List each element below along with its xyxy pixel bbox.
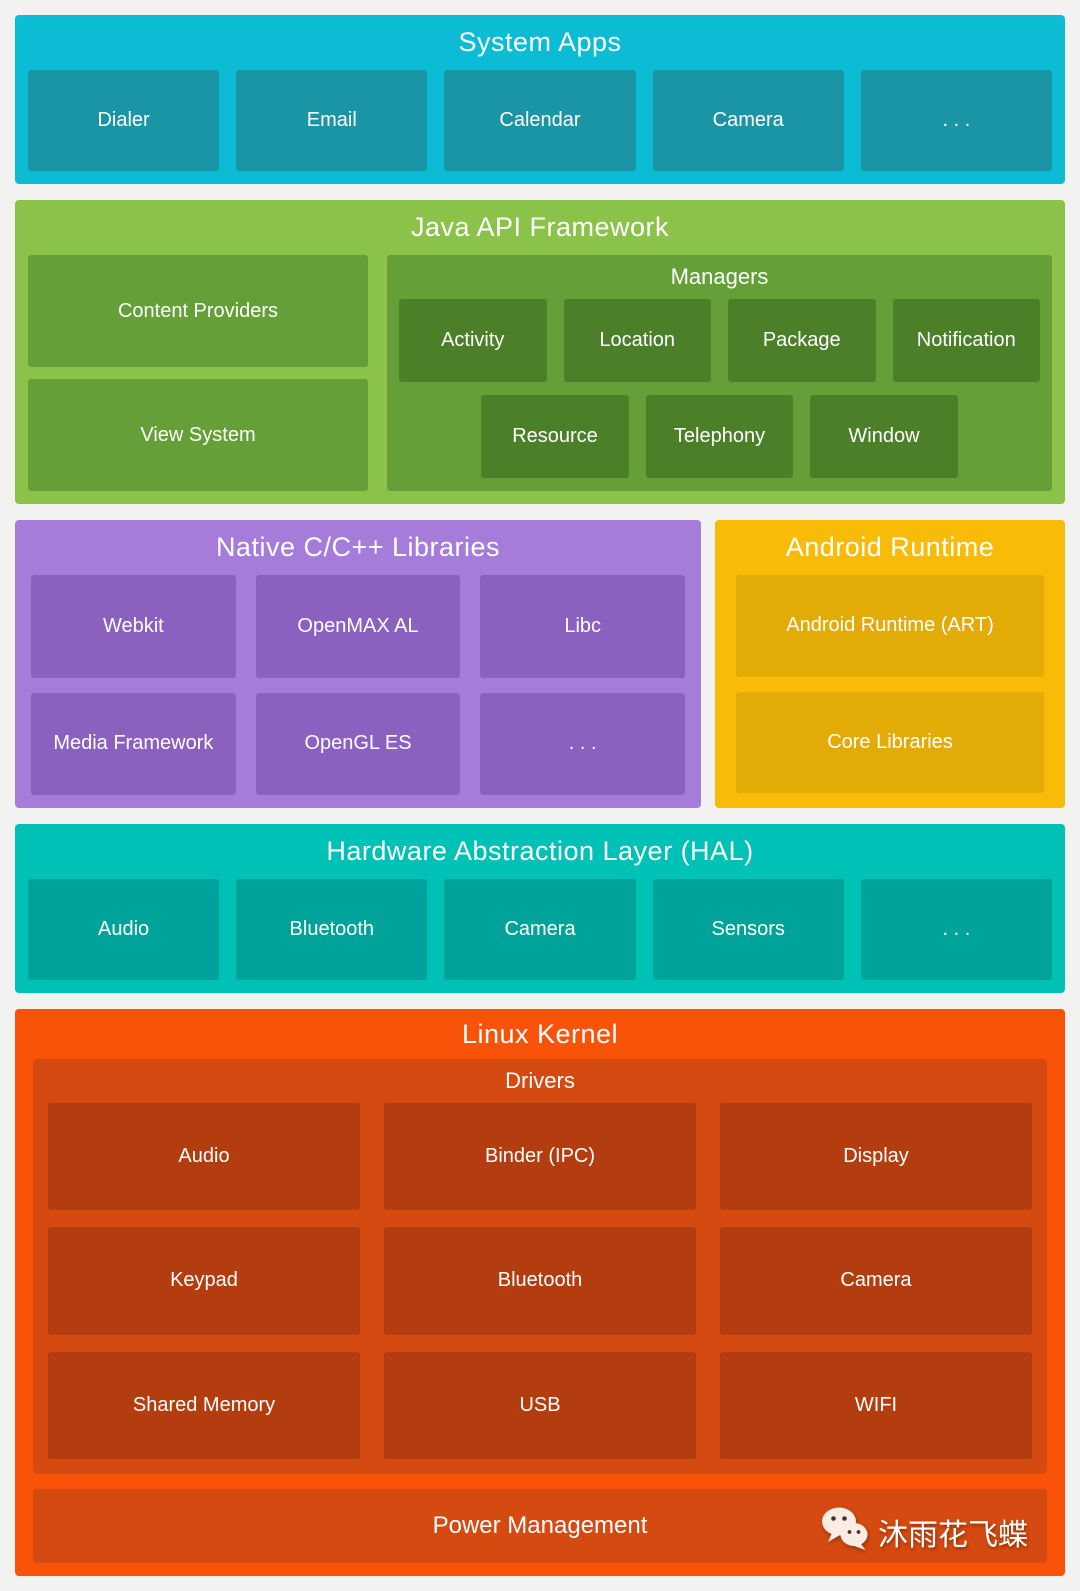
wechat-icon <box>820 1505 870 1559</box>
manager-notification: Notification <box>892 299 1040 382</box>
content-providers-box: Content Providers <box>28 255 368 367</box>
system-app-dialer: Dialer <box>28 70 220 171</box>
driver-shared-memory: Shared Memory <box>48 1351 360 1459</box>
drivers-title: Drivers <box>505 1068 575 1093</box>
manager-resource: Resource <box>481 395 629 478</box>
hal-title: Hardware Abstraction Layer (HAL) <box>326 836 754 866</box>
system-app-calendar: Calendar <box>444 70 636 171</box>
drivers-panel: Drivers Audio Binder (IPC) Display Keypa… <box>33 1059 1047 1474</box>
driver-usb: USB <box>384 1351 696 1459</box>
android-runtime-stack: Android Runtime (ART) Core Libraries <box>736 575 1044 793</box>
watermark-text: 沐雨花飞蝶 <box>878 1519 1028 1552</box>
managers-row-2: Resource Telephony Window <box>399 395 1040 478</box>
native-row-1: Webkit OpenMAX AL Libc <box>31 575 686 678</box>
system-app-more: . . . <box>860 70 1053 171</box>
java-api-title: Java API Framework <box>410 212 670 242</box>
managers-panel: Managers Activity Location Package Notif… <box>387 255 1052 491</box>
managers-row-1: Activity Location Package Notification <box>399 299 1040 382</box>
layer-native-libraries: Native C/C++ Libraries Webkit OpenMAX AL… <box>15 520 701 808</box>
system-app-email: Email <box>236 70 428 171</box>
driver-display: Display <box>720 1103 1032 1211</box>
lib-openmax-al: OpenMAX AL <box>255 575 461 678</box>
hal-row: Audio Bluetooth Camera Sensors . . . <box>28 879 1053 980</box>
lib-opengl-es: OpenGL ES <box>255 692 461 795</box>
manager-package: Package <box>728 299 876 382</box>
hal-audio: Audio <box>28 879 220 980</box>
hal-bluetooth: Bluetooth <box>236 879 428 980</box>
driver-bluetooth: Bluetooth <box>384 1227 696 1335</box>
driver-camera: Camera <box>720 1227 1032 1335</box>
layer-java-api-framework: Java API Framework Content Providers Vie… <box>15 200 1065 504</box>
system-apps-title: System Apps <box>458 27 622 57</box>
manager-activity: Activity <box>399 299 547 382</box>
core-libraries-box: Core Libraries <box>736 691 1044 793</box>
lib-media-framework: Media Framework <box>31 692 236 795</box>
native-libraries-title: Native C/C++ Libraries <box>215 532 501 562</box>
layer-android-runtime: Android Runtime Android Runtime (ART) Co… <box>715 520 1065 808</box>
android-runtime-title: Android Runtime <box>785 532 995 562</box>
hal-camera: Camera <box>444 879 636 980</box>
managers-title: Managers <box>670 264 769 289</box>
driver-binder-ipc: Binder (IPC) <box>384 1103 696 1211</box>
watermark: 沐雨花飞蝶 <box>820 1505 1028 1559</box>
driver-audio: Audio <box>48 1103 360 1211</box>
drivers-grid: Audio Binder (IPC) Display Keypad Blueto… <box>48 1103 1032 1459</box>
hal-sensors: Sensors <box>652 879 844 980</box>
layer-hal: Hardware Abstraction Layer (HAL) Audio B… <box>15 824 1065 993</box>
java-api-content: Content Providers View System Managers A… <box>28 255 1052 491</box>
middle-row: Native C/C++ Libraries Webkit OpenMAX AL… <box>15 520 1065 808</box>
layer-linux-kernel: Linux Kernel Drivers Audio Binder (IPC) … <box>15 1009 1065 1576</box>
layer-system-apps: System Apps Dialer Email Calendar Camera… <box>15 15 1065 184</box>
driver-keypad: Keypad <box>48 1227 360 1335</box>
lib-libc: Libc <box>480 575 686 678</box>
java-api-left-column: Content Providers View System <box>28 255 368 491</box>
power-management-bar: Power Management <box>33 1489 1047 1563</box>
manager-telephony: Telephony <box>645 395 794 478</box>
hal-more: . . . <box>860 879 1053 980</box>
view-system-box: View System <box>28 379 368 491</box>
manager-location: Location <box>563 299 711 382</box>
system-apps-row: Dialer Email Calendar Camera . . . <box>28 70 1053 171</box>
native-row-2: Media Framework OpenGL ES . . . <box>31 692 686 795</box>
linux-kernel-title: Linux Kernel <box>461 1018 619 1049</box>
system-app-camera: Camera <box>652 70 844 171</box>
manager-window: Window <box>810 395 958 478</box>
art-box: Android Runtime (ART) <box>736 575 1044 677</box>
lib-webkit: Webkit <box>31 575 236 678</box>
lib-more: . . . <box>480 692 686 795</box>
native-libraries-grid: Webkit OpenMAX AL Libc Media Framework O… <box>28 575 688 795</box>
driver-wifi: WIFI <box>720 1351 1032 1459</box>
